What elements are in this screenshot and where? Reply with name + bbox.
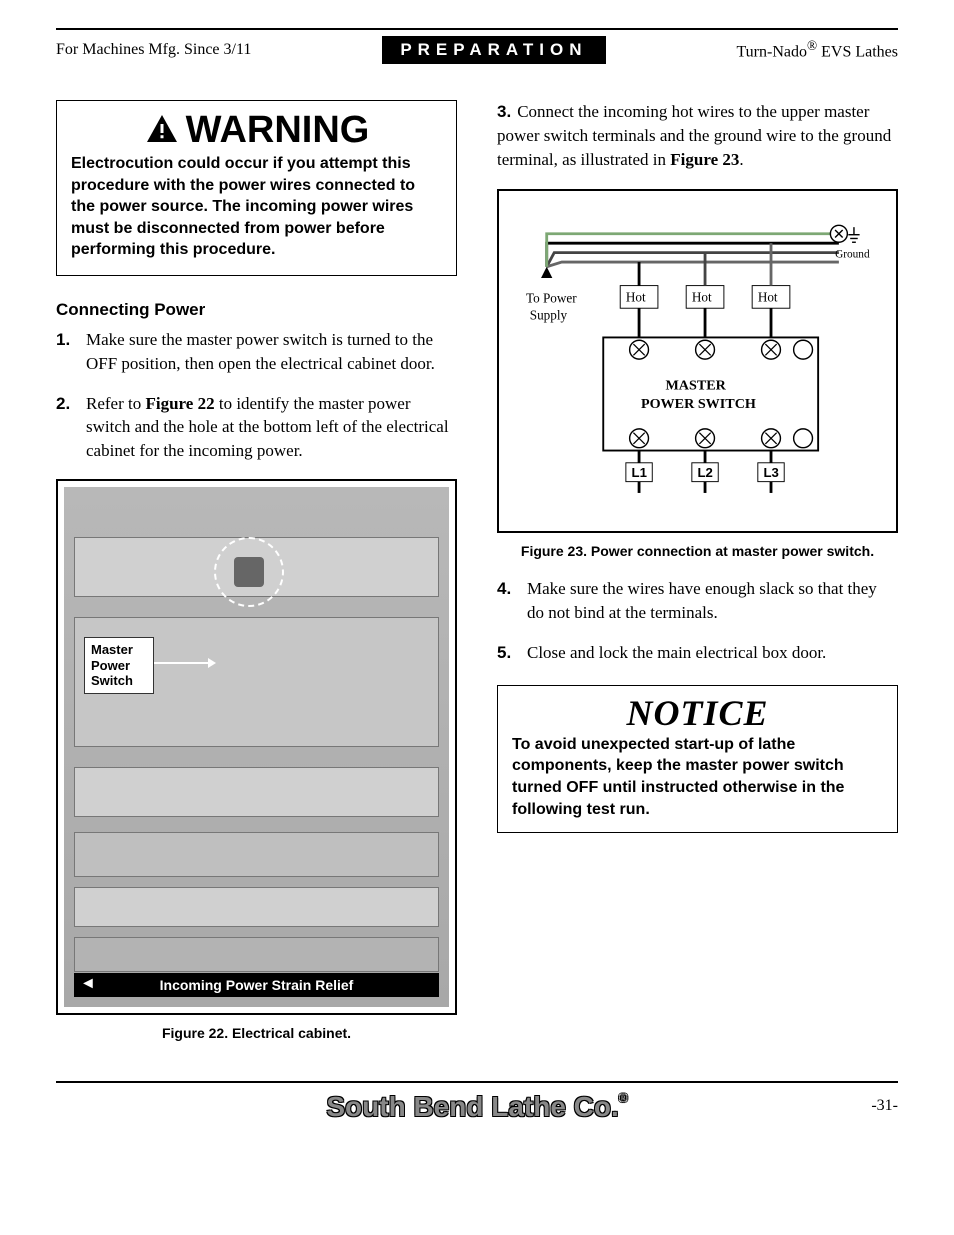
- supply-label: Supply: [530, 308, 568, 323]
- incoming-power-label: Incoming Power Strain Relief: [74, 973, 439, 997]
- step-1: 1. Make sure the master power switch is …: [56, 328, 457, 376]
- master-switch-highlight: [214, 537, 284, 607]
- footer-brand: South Bend Lathe Co.®: [326, 1091, 627, 1123]
- warning-triangle-icon: [144, 112, 180, 148]
- warning-title: WARNING: [71, 111, 442, 149]
- header-left: For Machines Mfg. Since 3/11: [56, 41, 251, 59]
- warning-body: Electrocution could occur if you attempt…: [71, 153, 442, 261]
- page-number: -31-: [871, 1097, 898, 1115]
- figure-22-caption: Figure 22. Electrical cabinet.: [56, 1025, 457, 1041]
- step-3: 3.Connect the incoming hot wires to the …: [497, 100, 898, 171]
- page-header: For Machines Mfg. Since 3/11 PREPARATION…: [56, 34, 898, 70]
- section-title: Connecting Power: [56, 300, 457, 320]
- notice-body: To avoid unexpected start-up of lathe co…: [512, 734, 883, 820]
- figure-22: Master Power Switch Incoming Power Strai…: [56, 479, 457, 1015]
- callout-arrow: [154, 662, 214, 664]
- to-power-label: To Power: [526, 291, 577, 306]
- svg-text:Hot: Hot: [692, 290, 712, 305]
- svg-text:L1: L1: [632, 465, 647, 480]
- svg-text:MASTER: MASTER: [665, 378, 726, 394]
- svg-text:L3: L3: [763, 465, 778, 480]
- page-footer: South Bend Lathe Co.® -31-: [56, 1081, 898, 1123]
- step-5: 5. Close and lock the main electrical bo…: [497, 641, 898, 665]
- step-4: 4. Make sure the wires have enough slack…: [497, 577, 898, 625]
- svg-text:Hot: Hot: [626, 290, 646, 305]
- notice-box: NOTICE To avoid unexpected start-up of l…: [497, 685, 898, 833]
- figure-23: To Power Supply Ground Hot: [497, 189, 898, 533]
- svg-text:Ground: Ground: [835, 249, 870, 261]
- svg-text:L2: L2: [698, 465, 713, 480]
- figure-23-caption: Figure 23. Power connection at master po…: [497, 543, 898, 559]
- step-2: 2. Refer to Figure 22 to identify the ma…: [56, 392, 457, 463]
- warning-box: WARNING Electrocution could occur if you…: [56, 100, 457, 276]
- notice-title: NOTICE: [512, 692, 883, 734]
- header-center: PREPARATION: [382, 36, 605, 64]
- svg-text:Hot: Hot: [758, 290, 778, 305]
- master-power-switch-label: Master Power Switch: [84, 637, 154, 694]
- header-right: Turn-Nado® EVS Lathes: [736, 38, 898, 61]
- svg-text:POWER SWITCH: POWER SWITCH: [641, 397, 756, 413]
